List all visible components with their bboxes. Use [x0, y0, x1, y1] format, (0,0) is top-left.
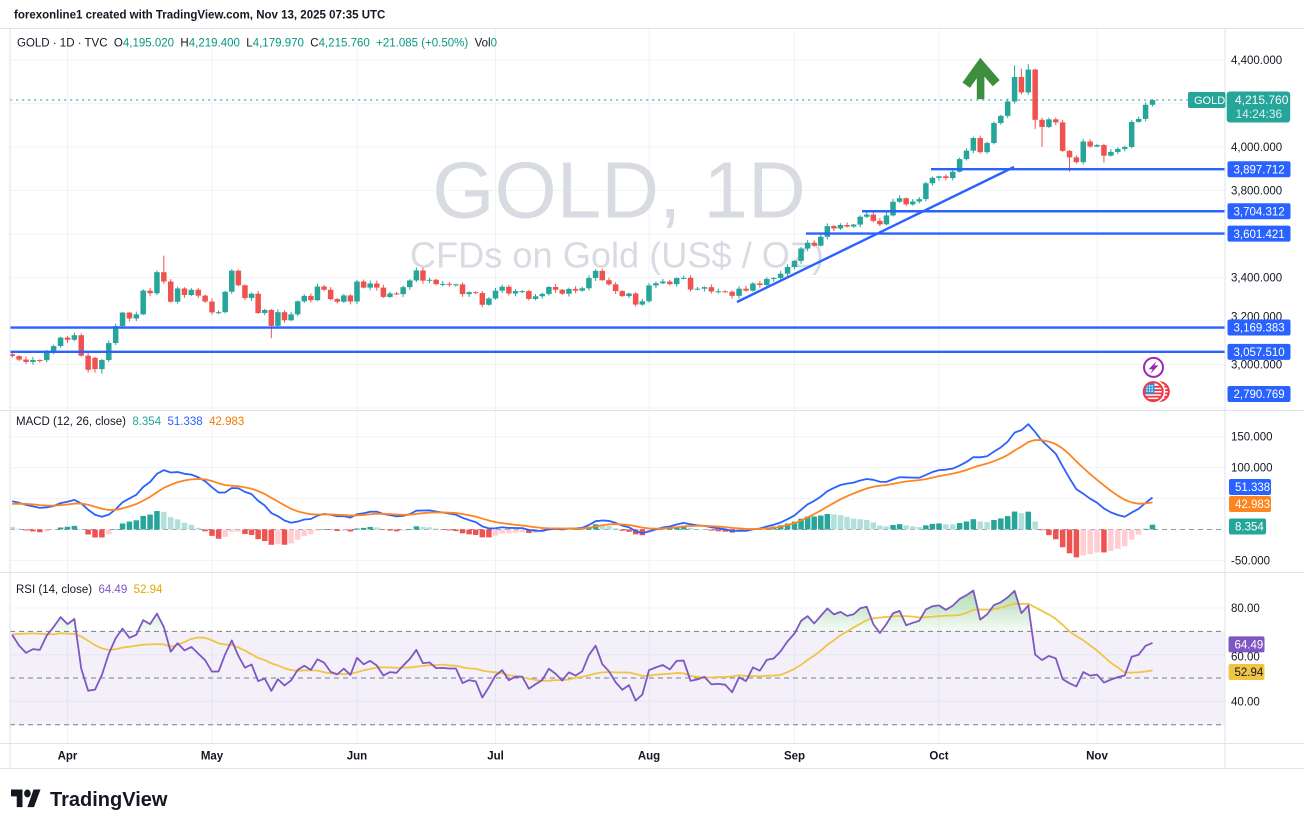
- svg-text:3,704.312: 3,704.312: [1234, 206, 1285, 218]
- svg-text:Aug: Aug: [638, 751, 660, 763]
- svg-text:Oct: Oct: [929, 751, 948, 763]
- svg-text:Jul: Jul: [487, 751, 504, 763]
- svg-text:3,897.712: 3,897.712: [1234, 164, 1285, 176]
- svg-text:-50.000: -50.000: [1231, 555, 1270, 567]
- svg-text:14:24:36: 14:24:36: [1236, 107, 1283, 121]
- svg-text:Nov: Nov: [1086, 751, 1108, 763]
- svg-text:3,400.000: 3,400.000: [1231, 272, 1282, 284]
- svg-text:2,790.769: 2,790.769: [1234, 389, 1285, 401]
- svg-text:MACD (12, 26, close) 8.354 5: MACD (12, 26, close) 8.354 51.338 42.983: [16, 416, 244, 428]
- svg-text:150.000: 150.000: [1231, 432, 1273, 444]
- svg-text:40.00: 40.00: [1231, 696, 1260, 708]
- svg-text:3,601.421: 3,601.421: [1234, 229, 1285, 241]
- svg-text:GOLD, 1D: GOLD, 1D: [432, 146, 805, 235]
- svg-text:TradingView: TradingView: [50, 789, 168, 811]
- svg-text:42.983: 42.983: [1235, 499, 1270, 511]
- svg-text:51.338: 51.338: [1235, 482, 1270, 494]
- svg-text:CFDs on Gold (US$ / OZ): CFDs on Gold (US$ / OZ): [410, 235, 824, 276]
- svg-text:GOLD · 1D · TVC O4,195.020 H: GOLD · 1D · TVC O4,195.020 H4,219.400 L4…: [17, 38, 497, 50]
- svg-text:RSI (14, close) 64.49 52.94: RSI (14, close) 64.49 52.94: [16, 584, 163, 596]
- svg-text:80.00: 80.00: [1231, 603, 1260, 615]
- svg-text:3,800.000: 3,800.000: [1231, 185, 1282, 197]
- svg-text:64.49: 64.49: [1235, 640, 1264, 652]
- svg-text:Jun: Jun: [347, 751, 367, 763]
- svg-text:Sep: Sep: [784, 751, 805, 763]
- svg-text:4,215.760: 4,215.760: [1235, 93, 1289, 107]
- svg-text:3,169.383: 3,169.383: [1234, 323, 1285, 335]
- svg-text:52.94: 52.94: [1235, 667, 1264, 679]
- svg-text:May: May: [201, 751, 224, 763]
- svg-text:100.000: 100.000: [1231, 463, 1273, 475]
- svg-text:GOLD: GOLD: [1194, 95, 1225, 107]
- svg-text:60.00: 60.00: [1231, 652, 1260, 664]
- svg-text:4,400.000: 4,400.000: [1231, 55, 1282, 67]
- svg-text:8.354: 8.354: [1235, 522, 1264, 534]
- svg-text:3,000.000: 3,000.000: [1231, 359, 1282, 371]
- svg-text:forexonline1 created with Trad: forexonline1 created with TradingView.co…: [14, 10, 385, 22]
- svg-text:4,000.000: 4,000.000: [1231, 142, 1282, 154]
- svg-text:3,057.510: 3,057.510: [1234, 347, 1285, 359]
- svg-text:Apr: Apr: [58, 751, 78, 763]
